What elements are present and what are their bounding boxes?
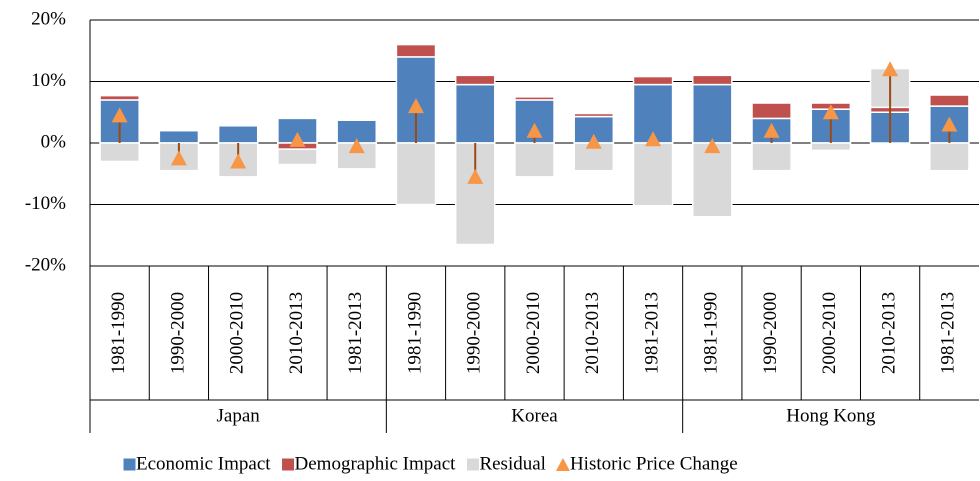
price-marker — [170, 150, 187, 166]
bar-segment — [99, 94, 140, 101]
y-tick-label: 0% — [41, 131, 67, 152]
bar-segment — [158, 129, 200, 144]
bar-segment — [929, 142, 970, 172]
x-tick-label: 2000-2010 — [523, 292, 544, 374]
bar-segment — [632, 142, 674, 207]
legend-swatch — [281, 457, 296, 472]
y-tick-label: -10% — [25, 193, 66, 214]
bar-segment — [810, 142, 852, 152]
bar-segment — [217, 125, 259, 144]
price-marker — [882, 61, 899, 77]
y-tick-label: -20% — [25, 254, 66, 275]
price-marker — [407, 98, 424, 114]
bar-segment — [514, 142, 555, 178]
price-marker — [763, 122, 780, 138]
legend-swatch — [122, 457, 137, 472]
bar-segment — [691, 142, 733, 218]
x-tick-label: 1990-2000 — [760, 292, 781, 374]
bar-segment — [751, 142, 792, 172]
legend-label: Economic Impact — [136, 453, 271, 474]
x-tick-label: 1981-1990 — [404, 292, 425, 374]
bar-segment — [514, 96, 555, 101]
bar-segment — [277, 148, 318, 166]
legend-swatch — [465, 457, 480, 472]
legend-swatch — [555, 458, 570, 471]
bar-segment — [454, 74, 496, 86]
price-marker — [289, 131, 306, 147]
price-marker — [645, 131, 662, 147]
x-tick-label: 1981-2013 — [938, 292, 959, 374]
bar-segment — [691, 74, 733, 86]
group-label: Japan — [217, 405, 261, 426]
y-tick-label: 20% — [31, 8, 66, 29]
bar-segment — [573, 112, 615, 118]
price-marker — [230, 153, 247, 169]
x-tick-label: 1990-2000 — [464, 292, 485, 374]
x-tick-label: 1981-2013 — [641, 292, 662, 374]
bar-segment — [395, 43, 437, 58]
y-tick-label: 10% — [31, 70, 66, 91]
bar-segment — [691, 83, 733, 144]
price-marker — [822, 104, 839, 120]
bar-segment — [395, 142, 437, 206]
x-tick-label: 2000-2010 — [819, 292, 840, 374]
bar-segment — [929, 94, 970, 107]
x-tick-label: 2010-2013 — [878, 292, 899, 374]
price-marker — [585, 133, 602, 149]
x-tick-label: 1981-1990 — [701, 292, 722, 374]
legend-label: Historic Price Change — [570, 453, 738, 474]
bar-segment — [99, 142, 140, 163]
price-marker — [526, 122, 543, 138]
x-tick-label: 1981-2013 — [345, 292, 366, 374]
price-marker — [941, 116, 958, 132]
group-label: Hong Kong — [786, 405, 876, 426]
price-marker — [704, 138, 721, 154]
price-marker — [467, 168, 484, 184]
x-tick-label: 1981-1990 — [108, 292, 129, 374]
x-tick-label: 2010-2013 — [582, 292, 603, 374]
price-marker — [111, 107, 128, 123]
legend-label: Demographic Impact — [295, 453, 457, 474]
legend-label: Residual — [479, 453, 546, 474]
bar-segment — [751, 102, 792, 120]
x-tick-label: 1990-2000 — [167, 292, 188, 374]
bar-segment — [632, 75, 674, 86]
x-tick-label: 2010-2013 — [286, 292, 307, 374]
group-label: Korea — [511, 405, 558, 426]
price-marker — [348, 138, 365, 154]
x-tick-label: 2000-2010 — [227, 292, 248, 374]
bar-segment — [158, 142, 200, 172]
bar-segment — [454, 83, 496, 144]
